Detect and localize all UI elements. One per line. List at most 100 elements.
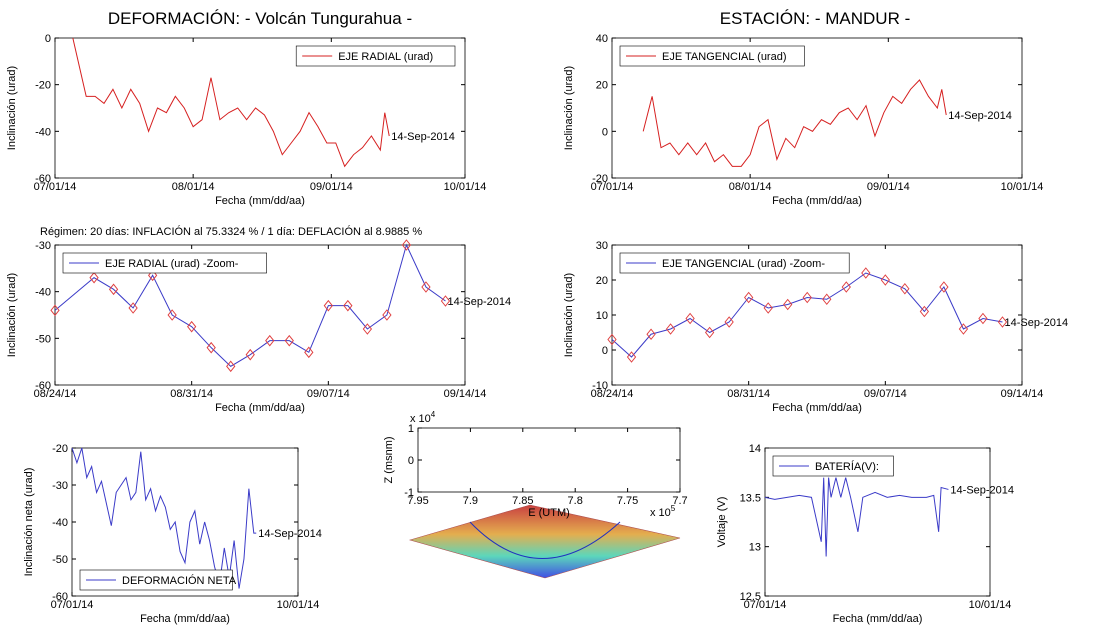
annotation: 14-Sep-2014 [1004,317,1068,329]
data-line [642,79,947,167]
data-marker [128,302,138,314]
data-marker [626,351,637,363]
x-axis-label: Fecha (mm/dd/aa) [833,613,923,625]
x-axis-label: Fecha (mm/dd/aa) [215,402,305,414]
y-tick-label: 40 [596,33,608,45]
data-marker [861,267,871,279]
annotation: 14-Sep-2014 [447,296,511,308]
y-tick-label: -60 [35,173,51,185]
y-tick-label: 0 [45,33,51,45]
y-tick-label: -40 [35,126,51,138]
y-tick-label: -40 [52,517,68,529]
x-tick-label: 09/07/14 [864,388,907,400]
annotation: 14-Sep-2014 [948,110,1012,122]
data-marker [206,341,216,354]
y-tick-label: 10 [596,310,608,322]
x-axis-label: E (UTM) [528,507,570,519]
legend-label: BATERÍA(V): [815,460,879,473]
data-marker [421,281,431,293]
data-marker [724,316,734,328]
annotation: 14-Sep-2014 [950,484,1014,496]
x-tick-label: 09/14/14 [1001,388,1044,400]
data-marker [304,346,314,359]
y-tick-label: -30 [52,480,68,492]
x-tick-label: 08/24/14 [34,388,77,400]
y-tick-label: 30 [596,240,608,252]
legend-label: EJE TANGENCIAL (urad) [662,51,787,63]
data-marker [323,299,333,312]
x-tick-label: 7.9 [463,495,478,507]
data-line [71,447,257,589]
x-tick-label: 10/01/14 [1001,181,1044,193]
x-tick-label: 10/01/14 [277,599,320,611]
data-marker [607,333,617,346]
y-tick-label: -20 [35,80,51,92]
data-marker [841,281,851,293]
title-left: DEFORMACIÓN: - Volcán Tungurahua - [108,9,412,28]
y-tick-label: 13.5 [740,492,761,504]
y-tick-label: 0 [408,455,414,467]
legend-box [619,252,850,274]
data-marker [646,328,656,341]
data-marker [265,334,275,347]
data-marker [147,269,158,282]
title-right: ESTACIÓN: - MANDUR - [720,9,910,28]
y-tick-label: -60 [52,591,68,603]
x-axis-label: Fecha (mm/dd/aa) [772,195,862,207]
data-marker [187,320,197,333]
data-marker [382,309,392,321]
y-tick-label: 1 [408,423,414,435]
axis-multiplier: x 104 [410,410,436,425]
x-axis-label: Fecha (mm/dd/aa) [215,195,305,207]
y-axis-label: Z (msnm) [383,436,395,483]
y-axis-label: Inclinación (urad) [563,273,575,357]
data-marker [939,281,949,293]
y-axis-label: Inclinación neta (urad) [23,468,35,577]
data-marker [880,274,890,286]
legend-label: DEFORMACIÓN NETA [122,574,237,587]
x-tick-label: 07/01/14 [744,599,787,611]
plot-frame [417,427,681,493]
surface-mesh [408,504,681,579]
data-marker [783,298,793,311]
x-tick-label: 08/01/14 [729,181,772,193]
legend-box [295,45,456,67]
data-marker [108,283,119,296]
data-marker [440,295,451,307]
y-axis-label: Inclinación (urad) [6,273,18,357]
data-line [611,272,1003,358]
x-tick-label: 08/01/14 [172,181,215,193]
x-tick-label: 7.7 [672,495,687,507]
subtitle: Régimen: 20 días: INFLACIÓN al 75.3324 %… [40,225,422,238]
x-tick-label: 10/01/14 [444,181,487,193]
data-marker [763,302,773,314]
y-axis-label: Inclinación (urad) [6,66,18,150]
data-marker [802,291,812,304]
data-marker [685,312,695,325]
x-tick-label: 7.8 [568,495,583,507]
x-tick-label: 7.75 [617,495,638,507]
x-tick-label: 7.95 [407,495,428,507]
data-marker [997,316,1008,328]
legend-box [619,45,805,67]
x-tick-label: 08/24/14 [591,388,634,400]
data-marker [958,323,969,335]
y-tick-label: 20 [596,80,608,92]
legend-label: EJE RADIAL (urad) -Zoom- [105,258,239,270]
x-axis-label: Fecha (mm/dd/aa) [140,613,230,625]
legend-box [772,455,894,477]
data-marker [226,360,236,373]
data-marker [744,291,754,304]
data-marker [167,309,177,321]
y-tick-label: -1 [404,487,414,499]
data-marker [343,299,353,312]
data-marker [50,304,60,317]
data-marker [362,323,373,335]
data-marker [401,239,412,251]
y-tick-label: -50 [52,554,68,566]
y-axis-label: Inclinación (urad) [563,66,575,150]
data-marker [704,326,715,339]
multiplier-base: x 10 [410,413,431,425]
x-tick-label: 07/01/14 [51,599,94,611]
